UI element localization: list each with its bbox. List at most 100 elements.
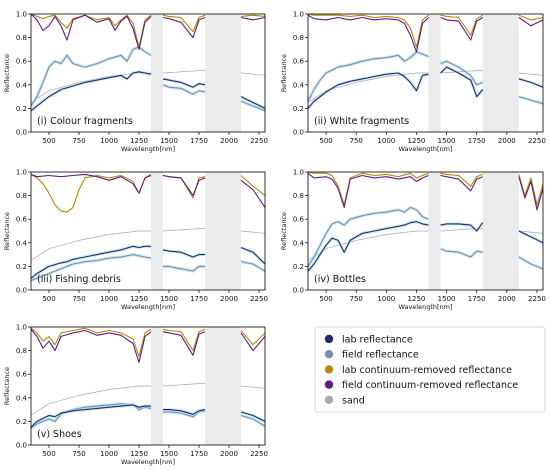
y-axis-label: Reflectance xyxy=(280,54,288,92)
series-line-sand xyxy=(162,70,205,74)
legend-marker-field xyxy=(324,350,334,359)
plot-frame xyxy=(30,13,266,133)
series-line-lab xyxy=(308,221,429,272)
y-tick-label: 0.8 xyxy=(293,34,304,42)
x-tick-label: 1250 xyxy=(130,137,148,145)
y-axis-label: Reflectance xyxy=(3,212,11,250)
legend-box xyxy=(314,326,546,413)
y-tick-label: 1.0 xyxy=(293,11,304,19)
series-line-field xyxy=(31,403,152,429)
x-tick-label: 1500 xyxy=(160,137,178,145)
legend-marker-lab_cr xyxy=(324,365,334,374)
y-axis-label: Reflectance xyxy=(3,367,11,405)
series-line-field xyxy=(308,206,429,267)
series-line-field_cr xyxy=(518,17,543,27)
series-line-field xyxy=(31,46,152,107)
plot-area xyxy=(31,14,265,113)
x-tick-label: 750 xyxy=(72,450,85,458)
x-axis-label: Wavelength[nm] xyxy=(398,303,452,311)
x-tick-label: 1000 xyxy=(377,295,395,303)
y-tick-label: 1.0 xyxy=(16,169,27,177)
x-tick-label: 1250 xyxy=(408,295,426,303)
y-tick-label: 0.2 xyxy=(16,105,27,113)
panel-title: (ii) White fragments xyxy=(314,116,409,127)
gap-band xyxy=(205,14,241,132)
y-tick-label: 0.8 xyxy=(16,192,27,200)
series-line-lab_cr xyxy=(240,175,265,197)
series-line-field_cr xyxy=(308,14,429,53)
series-line-lab xyxy=(31,245,151,279)
y-tick-label: 0.0 xyxy=(16,287,27,295)
y-tick-label: 0.0 xyxy=(16,129,27,137)
gap-band xyxy=(428,172,441,290)
y-tick-label: 0.2 xyxy=(16,418,27,426)
series-line-lab xyxy=(163,409,206,415)
gap-band xyxy=(151,327,163,445)
x-tick-label: 1500 xyxy=(438,137,456,145)
x-tick-label: 2000 xyxy=(498,137,516,145)
series-line-field xyxy=(163,265,205,272)
series-line-lab xyxy=(162,249,205,258)
x-tick-label: 1250 xyxy=(130,295,148,303)
series-line-sand xyxy=(240,72,265,76)
gap-band xyxy=(151,14,163,132)
x-tick-label: 750 xyxy=(72,295,85,303)
series-line-field_cr xyxy=(240,16,265,21)
x-tick-label: 1000 xyxy=(377,137,395,145)
series-line-sand xyxy=(240,230,265,234)
x-tick-label: 1750 xyxy=(468,137,486,145)
legend-label-field: field reflectance xyxy=(342,350,419,361)
panel-title: (iv) Bottles xyxy=(314,274,366,285)
x-tick-label: 1750 xyxy=(190,295,208,303)
series-line-lab_cr xyxy=(518,14,543,21)
series-line-field xyxy=(440,248,483,258)
y-axis-label: Reflectance xyxy=(3,54,11,92)
legend-marker-sand xyxy=(324,395,334,404)
y-tick-label: 0.2 xyxy=(16,263,27,271)
plot-frame xyxy=(307,171,544,291)
y-tick-label: 0.6 xyxy=(16,371,28,379)
series-line-field xyxy=(518,256,543,270)
series-line-lab xyxy=(240,411,265,422)
series-line-sand xyxy=(162,383,205,387)
x-tick-label: 750 xyxy=(72,137,85,145)
chart-panel-2: 500 750 1000 1250 1500 1750 2000 2250 0.0 0.2 0.4 0… xyxy=(280,11,546,154)
series-line-sand xyxy=(31,230,151,261)
x-tick-label: 500 xyxy=(42,450,55,458)
series-line-field_cr xyxy=(308,172,429,208)
x-tick-label: 500 xyxy=(319,137,332,145)
series-line-lab xyxy=(440,66,484,98)
y-tick-label: 0.0 xyxy=(293,129,304,137)
series-spread-lab xyxy=(31,70,152,113)
x-tick-label: 1000 xyxy=(100,295,118,303)
series-line-lab_cr xyxy=(518,174,543,206)
chart-panel-1: 500 750 1000 1250 1500 1750 2000 2250 0.0 0.2 0.4 0… xyxy=(3,11,268,154)
y-tick-label: 0.8 xyxy=(16,34,27,42)
series-line-field_cr xyxy=(518,176,543,211)
y-tick-label: 0.4 xyxy=(293,239,305,247)
x-tick-label: 2000 xyxy=(498,295,516,303)
x-tick-label: 750 xyxy=(350,295,363,303)
series-line-sand xyxy=(440,70,483,74)
series-line-lab xyxy=(162,78,206,88)
y-tick-label: 0.0 xyxy=(293,287,304,295)
series-line-lab_cr xyxy=(440,172,483,187)
series-line-lab_cr xyxy=(240,330,265,346)
series-line-field xyxy=(240,100,265,112)
y-tick-label: 0.4 xyxy=(16,239,28,247)
x-axis-label: Wavelength[nm] xyxy=(121,303,175,311)
x-axis-label: Wavelength[nm] xyxy=(398,145,452,153)
series-line-field_cr xyxy=(240,332,265,352)
plot-frame xyxy=(30,171,266,291)
plot-area xyxy=(31,173,265,283)
legend-label-lab: lab reflectance xyxy=(342,335,413,346)
series-line-field_cr xyxy=(440,16,483,41)
plot-frame xyxy=(30,326,266,446)
series-spread-field xyxy=(240,260,265,273)
series-line-field xyxy=(440,60,483,86)
series-spread-field xyxy=(308,205,430,268)
y-tick-label: 1.0 xyxy=(293,169,304,177)
series-line-sand xyxy=(518,72,543,76)
x-tick-label: 2000 xyxy=(220,450,238,458)
